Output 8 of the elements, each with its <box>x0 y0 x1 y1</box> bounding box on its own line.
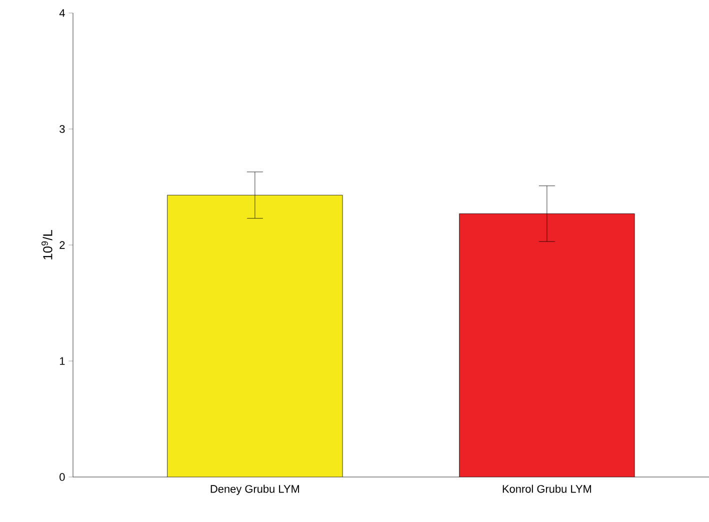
y-tick-label: 4 <box>59 9 65 17</box>
x-tick-label: Konrol Grubu LYM <box>502 484 591 493</box>
y-tick-label: 2 <box>60 241 65 249</box>
y-tick-label: 3 <box>60 125 65 133</box>
x-tick-label: Deney Grubu LYM <box>210 484 299 495</box>
y-tick-label: 1 <box>60 357 65 365</box>
y-axis-title: 10$^{9}$/L <box>42 230 52 260</box>
y-tick-label: 0 <box>60 473 65 481</box>
